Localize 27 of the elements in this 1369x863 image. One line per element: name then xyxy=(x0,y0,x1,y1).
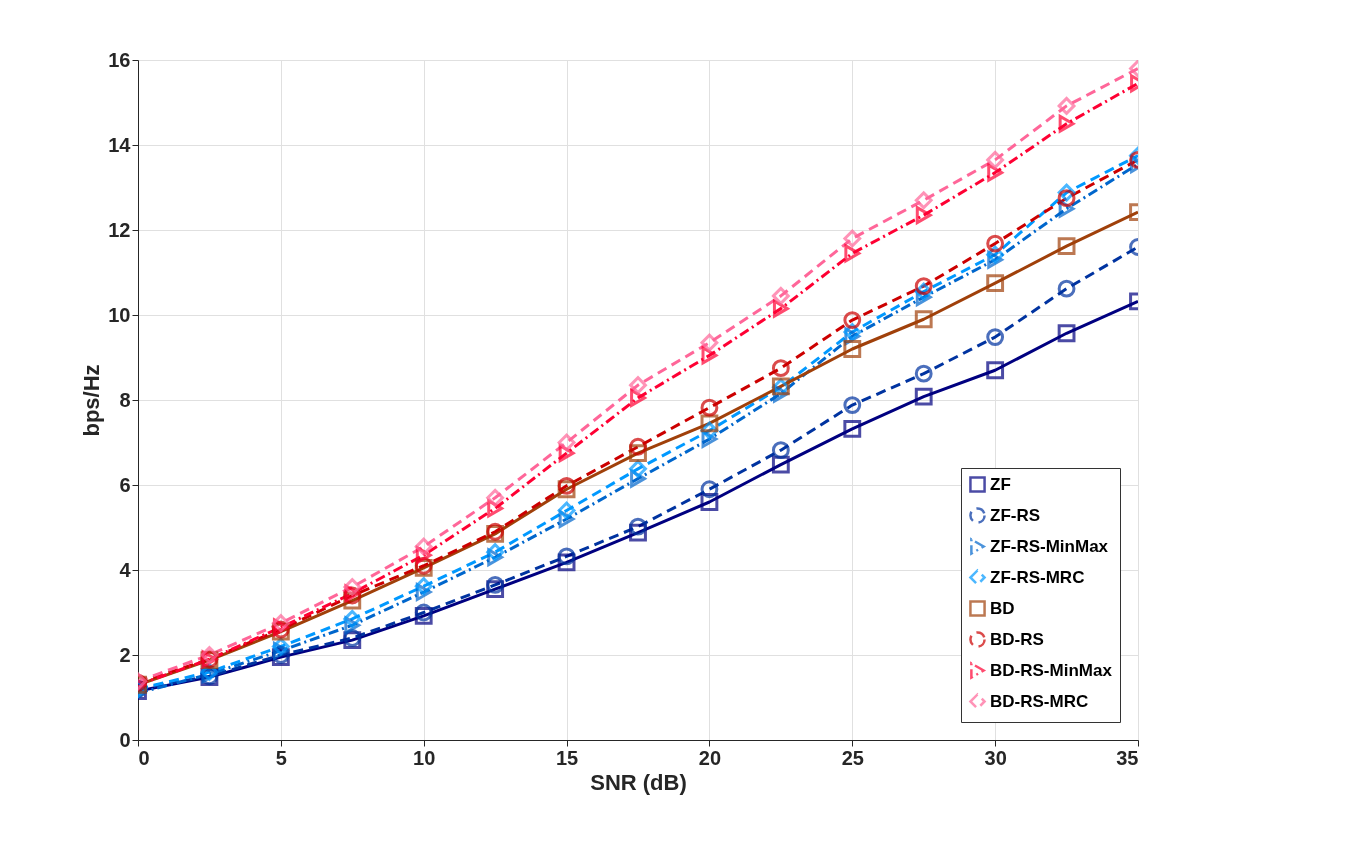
y-tick-label: 0 xyxy=(119,728,131,751)
legend-label: ZF xyxy=(990,474,1011,494)
x-tick-label: 35 xyxy=(1116,746,1139,769)
y-tick-label: 16 xyxy=(108,48,131,71)
x-tick-label: 0 xyxy=(138,746,150,769)
x-tick-label: 10 xyxy=(413,746,436,769)
x-tick-label: 20 xyxy=(698,746,722,769)
x-tick-label: 25 xyxy=(841,746,864,769)
y-axis-title: bps/Hz xyxy=(79,364,105,437)
legend-label: BD xyxy=(990,598,1015,618)
y-tick-label: 14 xyxy=(108,133,132,156)
x-tick-label: 30 xyxy=(984,746,1007,769)
x-tick-label: 15 xyxy=(555,746,579,769)
y-tick-label: 10 xyxy=(108,303,131,326)
legend-label: BD-RS xyxy=(990,629,1044,649)
legend-label: BD-RS-MinMax xyxy=(990,660,1113,680)
legend-label: ZF-RS xyxy=(990,505,1041,525)
legend-label: ZF-RS-MRC xyxy=(990,567,1085,587)
legend-label: BD-RS-MRC xyxy=(990,691,1089,711)
y-tick-label: 8 xyxy=(119,388,131,411)
y-tick-label: 12 xyxy=(108,218,131,241)
y-tick-label: 6 xyxy=(119,473,131,496)
x-tick-label: 5 xyxy=(275,746,287,769)
x-axis-title: SNR (dB) xyxy=(590,769,687,795)
y-tick-label: 2 xyxy=(119,643,131,666)
y-tick-label: 4 xyxy=(119,558,132,581)
legend-label: ZF-RS-MinMax xyxy=(990,536,1109,556)
